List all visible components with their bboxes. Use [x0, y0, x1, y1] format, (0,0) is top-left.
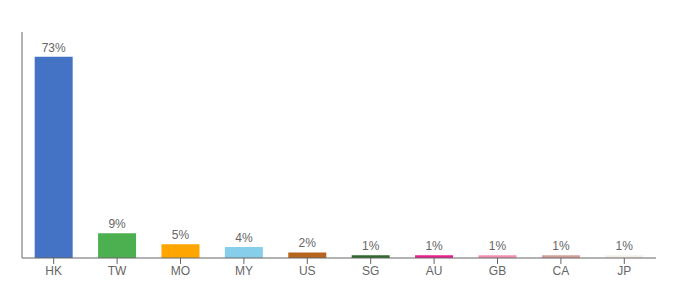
svg-text:4%: 4% — [235, 231, 253, 245]
svg-text:US: US — [299, 264, 316, 278]
svg-text:73%: 73% — [42, 41, 66, 55]
svg-text:CA: CA — [553, 264, 570, 278]
svg-text:TW: TW — [108, 264, 127, 278]
svg-text:1%: 1% — [362, 239, 380, 253]
svg-text:5%: 5% — [172, 228, 190, 242]
svg-text:2%: 2% — [299, 236, 317, 250]
svg-text:MO: MO — [171, 264, 190, 278]
svg-text:AU: AU — [426, 264, 443, 278]
svg-text:JP: JP — [617, 264, 631, 278]
svg-text:MY: MY — [235, 264, 253, 278]
svg-text:1%: 1% — [425, 239, 443, 253]
svg-text:GB: GB — [489, 264, 506, 278]
svg-text:1%: 1% — [552, 239, 570, 253]
svg-text:1%: 1% — [616, 239, 634, 253]
svg-text:HK: HK — [45, 264, 62, 278]
svg-text:9%: 9% — [108, 217, 126, 231]
svg-text:1%: 1% — [489, 239, 507, 253]
svg-text:SG: SG — [362, 264, 379, 278]
